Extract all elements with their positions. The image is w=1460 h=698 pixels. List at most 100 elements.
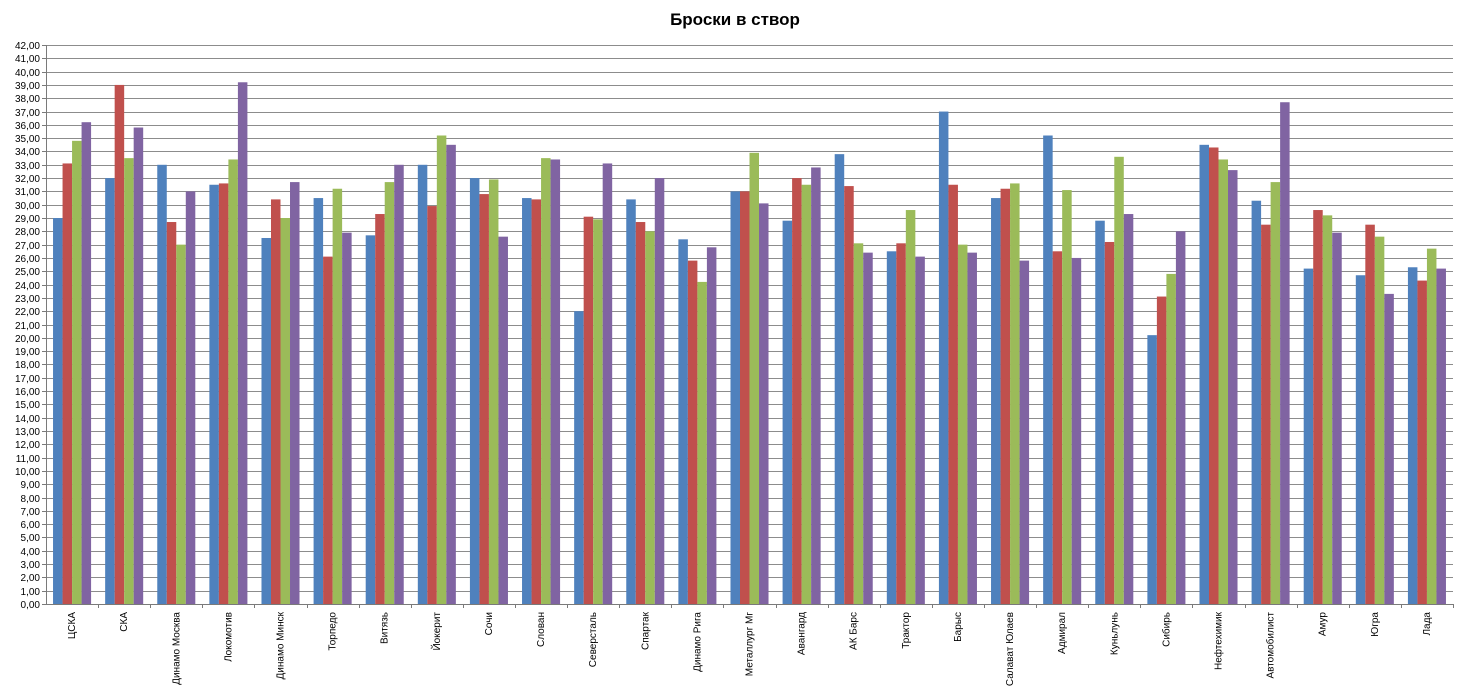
bar [218, 183, 229, 605]
x-tick-label: Сибирь [1160, 612, 1172, 647]
y-tick-label: 29,00 [15, 214, 40, 225]
bar [280, 218, 291, 604]
bar [1384, 293, 1394, 604]
bar [332, 188, 343, 605]
bar [654, 178, 665, 604]
y-tick-label: 4,00 [21, 547, 41, 558]
bar [1095, 220, 1105, 604]
bar [531, 199, 542, 604]
bar [228, 159, 238, 604]
bar [626, 199, 636, 604]
bar [114, 84, 125, 605]
x-tick-label: Нефтехимик [1213, 611, 1225, 670]
y-tick-label: 28,00 [15, 227, 40, 238]
bar [261, 237, 271, 605]
bar [886, 251, 897, 605]
bar [237, 82, 248, 604]
x-tick-label: Металлург Мг [745, 612, 756, 677]
y-tick-label: 2,00 [21, 573, 41, 584]
y-tick-label: 16,00 [15, 387, 40, 398]
bar [1104, 241, 1115, 605]
bar [1166, 273, 1176, 604]
x-tick-label: Авангард [797, 612, 808, 655]
bar [62, 163, 73, 604]
bar [1052, 251, 1063, 605]
y-tick-label: 42,00 [15, 41, 40, 52]
x-tick-label: Северсталь [588, 612, 599, 667]
x-tick-label: Динамо Минск [276, 611, 287, 679]
y-tick-label: 26,00 [15, 254, 40, 265]
bar [1208, 147, 1219, 605]
bar [488, 179, 499, 604]
bar [1043, 135, 1053, 604]
axes [46, 45, 1454, 608]
bar [1261, 224, 1271, 604]
bar [394, 164, 404, 605]
y-tick-label: 7,00 [21, 507, 41, 518]
y-tick-label: 22,00 [15, 307, 40, 318]
y-tick-label: 6,00 [21, 520, 41, 531]
y-tick-label: 34,00 [15, 147, 40, 158]
bar [522, 198, 532, 604]
bar [1313, 210, 1323, 605]
bar [1270, 182, 1281, 604]
y-tick-label: 27,00 [15, 241, 40, 252]
x-tick-label: Амур [1318, 612, 1329, 637]
bar [342, 232, 352, 604]
bar [124, 158, 134, 604]
x-tick-label: Барыс [953, 612, 964, 642]
chart-title: Броски в створ [670, 10, 800, 29]
bar [896, 243, 906, 604]
bar [1251, 200, 1262, 604]
bar [782, 220, 793, 604]
bar [1156, 296, 1167, 604]
bar [602, 163, 613, 604]
bar [375, 214, 385, 604]
bar [53, 218, 63, 604]
y-tick-label: 20,00 [15, 334, 40, 345]
bar [1062, 190, 1072, 604]
bar [290, 182, 300, 604]
bar [365, 235, 376, 604]
bar [1114, 156, 1124, 605]
bar [844, 186, 854, 604]
bar [1436, 268, 1446, 604]
bar [446, 144, 456, 604]
y-tick-label: 25,00 [15, 267, 40, 278]
bar [479, 194, 489, 604]
bar [1322, 215, 1333, 605]
bar [1010, 183, 1020, 605]
bar [1228, 170, 1238, 605]
bar [759, 203, 769, 604]
x-tick-label: ЦСКА [67, 612, 78, 639]
x-tick-label: Адмирал [1057, 612, 1068, 654]
x-tick-label: Слован [536, 612, 547, 647]
x-tick-label: Куньлунь [1109, 612, 1120, 655]
bar [81, 122, 92, 604]
y-tick-label: 3,00 [21, 560, 41, 571]
y-tick-label: 8,00 [21, 494, 41, 505]
x-tick-label: Салават Юлаев [1005, 612, 1016, 686]
bar [1407, 267, 1418, 604]
x-tick-label: Йокерит [430, 612, 443, 651]
x-tick-label: Локомотив [223, 612, 234, 662]
bar [1147, 335, 1157, 604]
y-tick-label: 24,00 [15, 281, 40, 292]
bar [863, 252, 873, 604]
x-tick-label: Торпедо [328, 612, 339, 651]
bar [384, 182, 395, 604]
bar [209, 184, 219, 604]
bar [948, 184, 958, 604]
bar [1123, 214, 1134, 604]
y-tick-label: 10,00 [15, 467, 40, 478]
bar [853, 243, 864, 604]
bar [583, 216, 594, 604]
bar [105, 178, 115, 604]
bar [706, 247, 717, 605]
bar [811, 167, 821, 604]
y-tick-label: 14,00 [15, 414, 40, 425]
bar [541, 158, 551, 604]
bar [166, 222, 177, 604]
bar [270, 199, 281, 604]
bar [1332, 232, 1342, 604]
